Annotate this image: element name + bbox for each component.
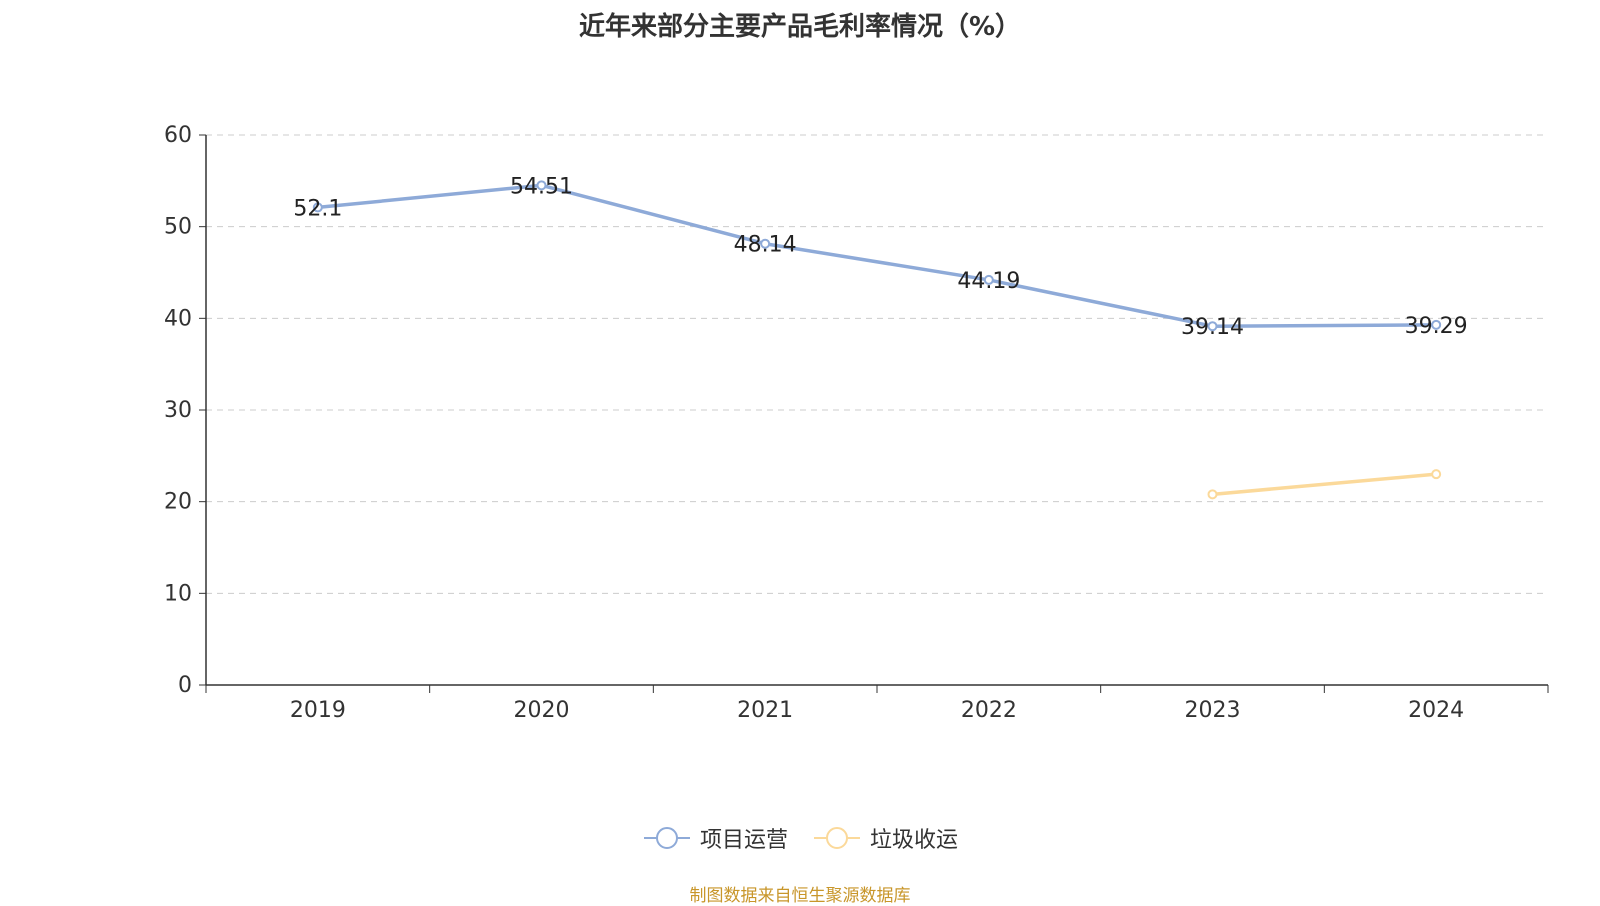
chart-title: 近年来部分主要产品毛利率情况（%） [578,12,1022,42]
data-label: 44.19 [957,269,1020,294]
legend-line-marker-blue [643,827,690,849]
axes: 0 10 20 30 40 50 60 2019 2020 2021 2022 2023 2024 [164,123,1549,723]
y-tick-label: 50 [164,215,192,240]
x-tick-label: 2019 [290,698,346,723]
legend: 项目运营 垃圾收运 [0,822,1600,854]
x-tick-label: 2022 [961,698,1017,723]
data-label: 54.51 [510,174,573,199]
y-tick-label: 0 [178,673,192,698]
source-note: 制图数据来自恒生聚源数据库 [689,886,911,906]
x-tick-label: 2021 [737,698,793,723]
data-point [983,274,994,285]
x-tick-label: 2024 [1408,698,1464,723]
series-line-2 [1212,472,1437,497]
data-point [1207,321,1218,332]
series-lines [312,180,1442,500]
data-label: 39.29 [1405,314,1468,339]
legend-item-garbage-collection[interactable]: 垃圾收运 [812,822,958,854]
data-point [1207,489,1218,500]
data-label: 48.14 [734,233,797,258]
data-point [1431,319,1442,330]
x-tick-label: 2023 [1185,698,1241,723]
y-tick-label: 10 [164,581,192,606]
data-point [1431,469,1442,480]
y-tick-label: 40 [164,306,192,331]
x-tick-label: 2020 [514,698,570,723]
y-tick-label: 60 [164,123,192,148]
legend-label: 项目运营 [699,828,788,853]
y-tick-label: 30 [164,398,192,423]
legend-line-marker-yellow [814,827,860,849]
data-label: 52.1 [293,196,342,221]
legend-label: 垃圾收运 [870,828,959,853]
data-point [312,202,323,213]
y-tick-label: 20 [164,490,192,515]
grid-lines [206,134,1548,594]
data-point [760,238,771,249]
data-labels: 52.1 54.51 48.14 44.19 39.14 39.29 [293,174,1467,340]
series-line-1 [317,183,1437,328]
data-label: 39.14 [1181,315,1244,340]
data-point [536,180,547,191]
legend-item-project-operation[interactable]: 项目运营 [642,822,788,854]
